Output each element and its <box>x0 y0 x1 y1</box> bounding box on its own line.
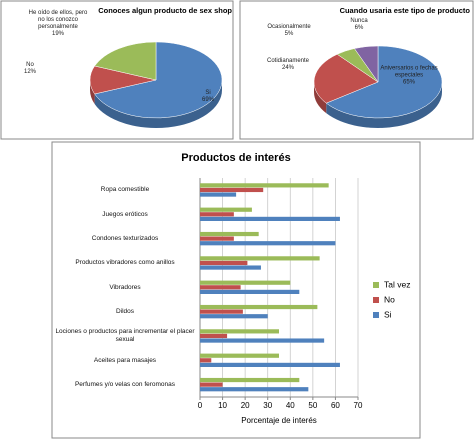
x-tick-label: 20 <box>241 401 250 410</box>
x-axis-label: Porcentaje de interés <box>241 416 317 425</box>
y-tick-label: Aceites para masajes <box>93 356 157 364</box>
bar <box>200 236 234 241</box>
slice-label: Cotidianamente 24% <box>267 58 309 72</box>
pie-slice-side <box>90 80 95 104</box>
x-tick-label: 70 <box>354 401 363 410</box>
bar <box>200 241 336 246</box>
chart-title: Productos de interés <box>181 152 290 164</box>
x-tick-label: 60 <box>331 401 340 410</box>
bar <box>200 216 340 221</box>
bar <box>200 353 279 358</box>
bar <box>200 192 237 197</box>
x-tick-label: 40 <box>286 401 295 410</box>
x-tick-label: 0 <box>198 401 203 410</box>
pie-slice <box>325 45 443 119</box>
bar <box>200 265 261 270</box>
slice-name: He oído de ellos, pero no los conozco pe… <box>28 10 88 30</box>
x-tick-label: 10 <box>218 401 227 410</box>
pie-slice-side <box>326 82 442 129</box>
bar <box>200 329 279 334</box>
pie-slice <box>313 53 379 104</box>
y-tick-label: Juegos eróticos <box>102 210 148 218</box>
chart-title: Conoces algun producto de sex shop <box>98 6 232 15</box>
legend-label: Tal vez <box>384 279 410 289</box>
slice-label: Nunca 6% <box>350 18 367 32</box>
slice-label: No 12% <box>24 62 36 76</box>
y-tick-label: Lociones o productos para incrementar el… <box>55 328 195 344</box>
slice-name: Si <box>205 90 211 96</box>
bar <box>200 377 300 383</box>
legend-swatch <box>373 297 379 303</box>
legend-swatch <box>373 312 379 318</box>
bar <box>200 338 325 343</box>
slice-name: No <box>26 62 34 68</box>
bar <box>200 358 212 363</box>
slice-value: 6% <box>354 25 364 31</box>
slice-label: Si 69% <box>202 90 214 104</box>
slice-value: 24% <box>281 65 294 71</box>
y-tick-label: Dildos <box>115 307 135 315</box>
slice-name: Cotidianamente <box>266 58 310 64</box>
x-tick-label: 50 <box>308 401 317 410</box>
bar <box>200 212 234 217</box>
slice-name: Ocasionalmente <box>267 24 311 30</box>
x-tick-label: 30 <box>263 401 272 410</box>
slice-value: 19% <box>51 31 64 37</box>
slice-name: Aniversarios o fechas especiales <box>380 65 438 79</box>
bar <box>200 280 291 285</box>
bar <box>200 304 318 310</box>
bar <box>200 382 223 387</box>
bar <box>200 260 248 266</box>
bar <box>200 362 340 367</box>
bar <box>200 314 268 319</box>
slice-value: 65% <box>402 79 415 86</box>
pie-slice <box>94 41 223 119</box>
bar <box>200 231 259 237</box>
legend-swatch <box>373 282 379 288</box>
bar <box>200 285 241 290</box>
slice-label: Aniversarios o fechas especiales 65% <box>378 66 440 87</box>
bar <box>200 309 243 314</box>
y-tick-label: Condones texturizados <box>91 234 159 242</box>
slice-value: 12% <box>23 69 37 75</box>
bar <box>200 207 252 212</box>
pie-slice <box>354 45 379 83</box>
bar <box>200 333 228 339</box>
bar <box>200 387 309 392</box>
y-tick-label: Ropa comestible <box>100 186 150 194</box>
legend-label: Si <box>384 309 392 319</box>
pie-slice <box>94 41 157 81</box>
bar <box>200 183 329 188</box>
pie-slice-side <box>94 80 222 128</box>
slice-value: 5% <box>284 31 294 37</box>
bar <box>200 289 300 294</box>
slice-name: Nunca <box>350 18 368 24</box>
bar <box>200 187 264 193</box>
y-tick-label: Perfumes y/o velas con feromonas <box>74 380 176 388</box>
legend-label: No <box>384 294 395 304</box>
y-tick-label: Productos vibradores como anillos <box>75 259 175 267</box>
slice-value: 69% <box>201 97 215 103</box>
slice-label: Ocasionalmente 5% <box>267 24 310 38</box>
bar <box>200 256 320 261</box>
y-tick-label: Vibradores <box>109 283 141 291</box>
slice-label: He oído de ellos, pero no los conozco pe… <box>27 10 89 38</box>
chart-title: Cuando usaria este tipo de producto <box>340 6 471 15</box>
